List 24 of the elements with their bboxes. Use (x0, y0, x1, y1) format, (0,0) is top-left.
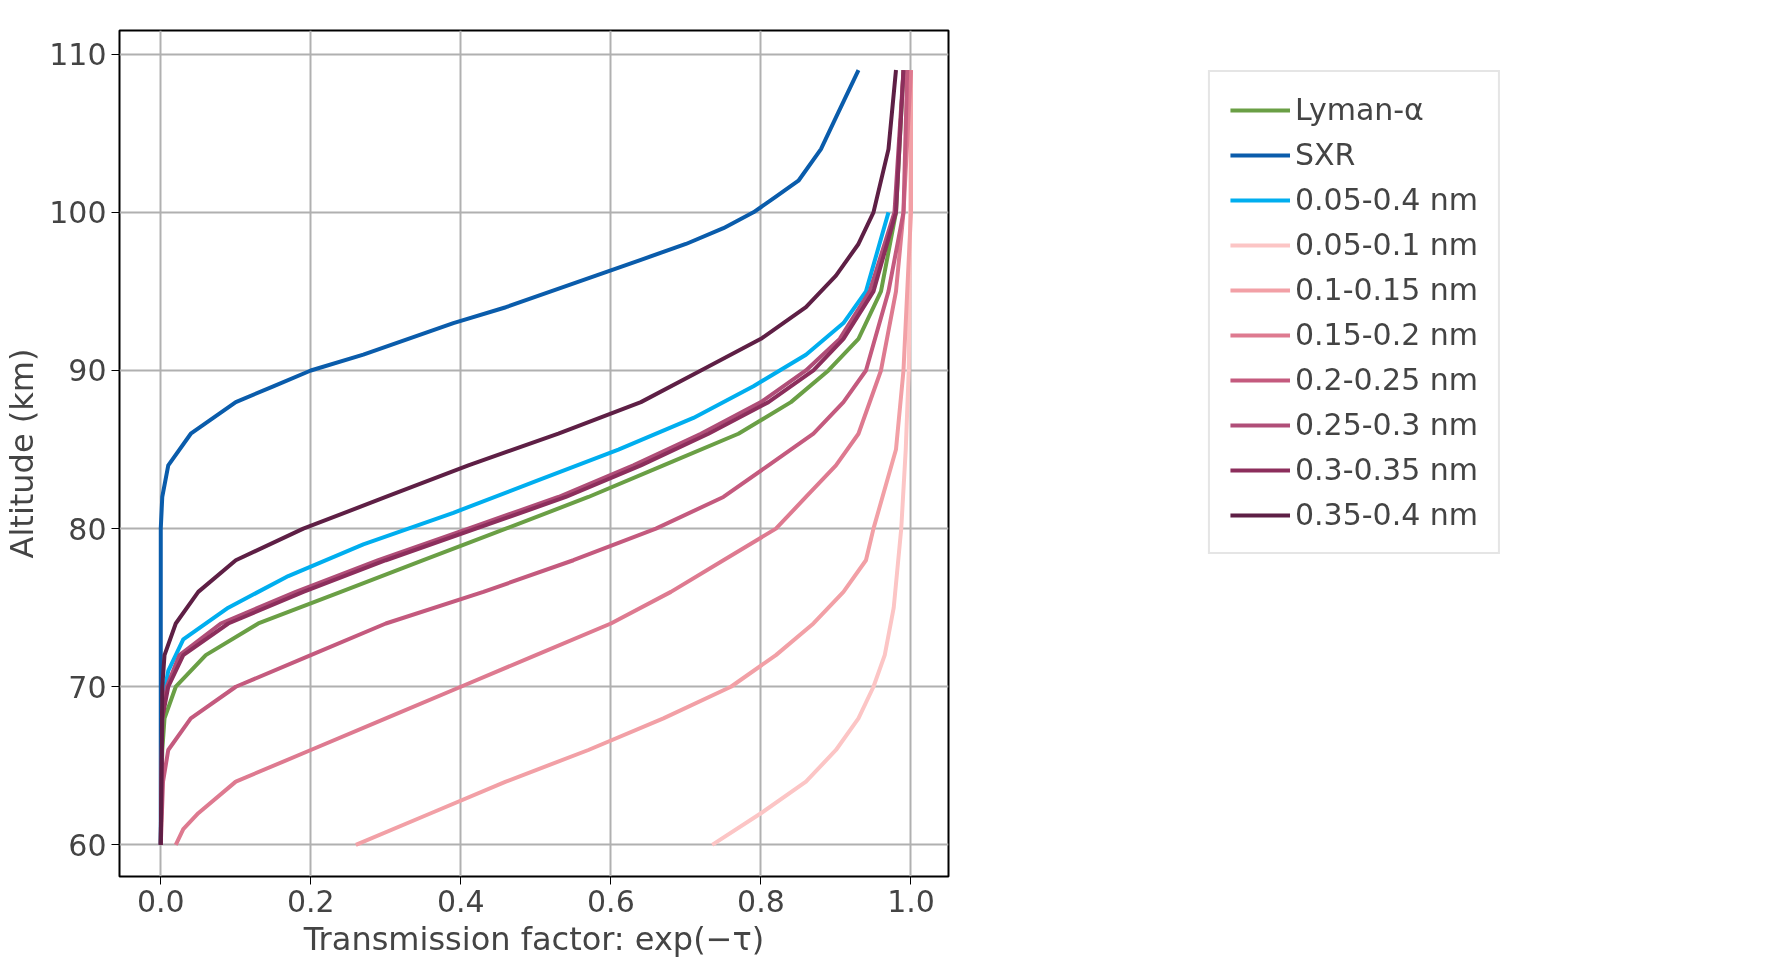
x-tick-label: 0.0 (136, 883, 185, 919)
y-tick-label: 80 (68, 511, 107, 547)
y-tick-label: 90 (68, 353, 107, 389)
x-tick-label: 1.0 (887, 883, 935, 919)
legend-label: 0.25-0.3 nm (1294, 407, 1479, 442)
legend-label: 0.2-0.25 nm (1294, 362, 1479, 397)
legend-label: 0.35-0.4 nm (1294, 497, 1479, 532)
y-tick-label: 60 (68, 827, 107, 863)
x-tick-label: 0.6 (587, 883, 635, 919)
x-axis-title: Transmission factor: exp(−τ) (302, 919, 765, 958)
x-tick-label: 0.2 (286, 883, 335, 919)
legend-label: 0.05-0.4 nm (1294, 182, 1479, 217)
legend-label: Lyman-α (1294, 92, 1424, 127)
y-tick-label: 70 (68, 669, 107, 705)
legend-label: SXR (1294, 137, 1356, 172)
x-tick-label: 0.8 (737, 883, 785, 919)
legend-label: 0.1-0.15 nm (1294, 272, 1479, 307)
legend-label: 0.3-0.35 nm (1294, 452, 1479, 487)
y-tick-label: 110 (49, 37, 107, 73)
y-tick-label: 100 (49, 195, 107, 231)
legend-label: 0.15-0.2 nm (1294, 317, 1479, 352)
x-tick-label: 0.4 (437, 883, 485, 919)
legend-label: 0.05-0.1 nm (1294, 227, 1479, 262)
y-axis-title: Altitude (km) (3, 348, 42, 559)
